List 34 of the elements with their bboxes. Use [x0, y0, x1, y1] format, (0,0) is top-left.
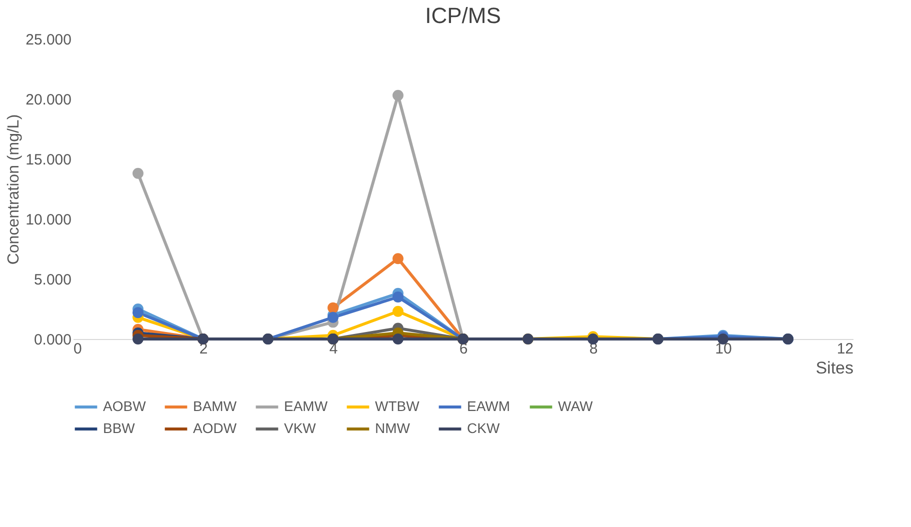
point	[392, 253, 404, 264]
y-tick-label: 0.000	[34, 332, 72, 348]
point	[392, 334, 404, 344]
legend-label: VKW	[284, 420, 317, 436]
legend-label: NMW	[375, 420, 411, 436]
legend-label: BAMW	[193, 398, 238, 414]
y-tick-label: 25.000	[26, 32, 72, 48]
x-tick-label: 0	[74, 340, 82, 358]
y-tick-label: 10.000	[26, 212, 72, 228]
point	[132, 334, 144, 344]
legend-label: BBW	[103, 420, 136, 436]
y-tick-label: 15.000	[26, 152, 72, 168]
legend-label: AOBW	[103, 398, 147, 414]
point	[328, 312, 338, 323]
y-tick-label: 20.000	[26, 92, 72, 108]
point	[132, 307, 144, 318]
legend-label: WTBW	[375, 398, 420, 414]
x-tick-label: 10	[715, 340, 732, 358]
point	[328, 302, 338, 314]
point	[392, 306, 404, 317]
x-axis-title: Sites	[816, 358, 854, 378]
point	[588, 334, 598, 344]
x-tick-label: 12	[836, 340, 854, 358]
point	[132, 168, 144, 179]
legend-label: CKW	[467, 420, 500, 436]
chart-title: ICP/MS	[425, 3, 501, 28]
legend-label: EAMW	[284, 398, 328, 414]
point	[392, 90, 404, 101]
point	[392, 292, 404, 302]
y-axis-title: Concentration (mg/L)	[6, 114, 23, 265]
legend-label: EAWM	[467, 398, 510, 414]
y-tick-label: 5.000	[34, 272, 72, 288]
legend-label: WAW	[558, 398, 594, 414]
legend-label: AODW	[193, 420, 238, 436]
